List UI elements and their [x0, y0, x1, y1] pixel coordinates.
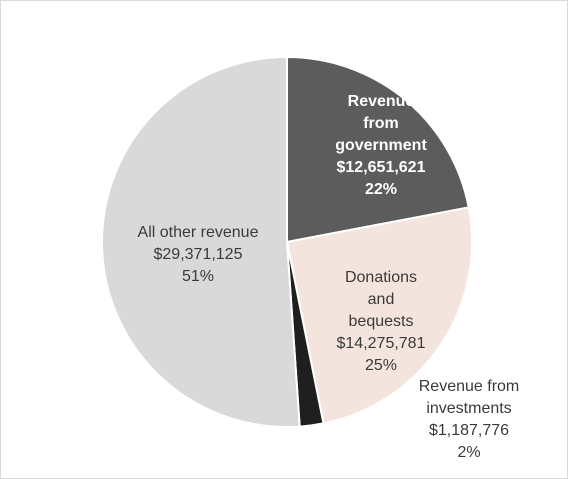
label-line: and — [367, 291, 395, 308]
label-donations-and-bequests: Donations and bequests $14,275,781 25% — [301, 267, 461, 377]
label-line: bequests — [348, 313, 414, 330]
label-line: government — [335, 137, 427, 154]
label-all-other-revenue: All other revenue $29,371,125 51% — [113, 222, 283, 288]
value-label: $14,275,781 — [336, 335, 426, 352]
label-line: Revenue from — [418, 378, 520, 395]
label-revenue-from-government: Revenue from government $12,651,621 22% — [301, 91, 461, 201]
label-line: Revenue — [347, 93, 415, 110]
percent-label: 22% — [364, 181, 398, 198]
percent-label: 2% — [457, 444, 481, 461]
label-line: from — [363, 115, 399, 132]
percent-label: 25% — [364, 357, 398, 374]
value-label: $12,651,621 — [336, 159, 426, 176]
value-label: $1,187,776 — [428, 422, 510, 439]
label-line: All other revenue — [137, 224, 259, 241]
slice-all-other-revenue — [100, 55, 301, 428]
slice-donations-and-bequests — [285, 206, 473, 425]
value-label: $29,371,125 — [153, 246, 243, 263]
label-line: Donations — [344, 269, 418, 286]
slice-revenue-from-government — [286, 55, 470, 244]
percent-label: 51% — [181, 268, 215, 285]
label-line: investments — [426, 400, 512, 417]
label-revenue-from-investments: Revenue from investments $1,187,776 2% — [399, 376, 539, 464]
